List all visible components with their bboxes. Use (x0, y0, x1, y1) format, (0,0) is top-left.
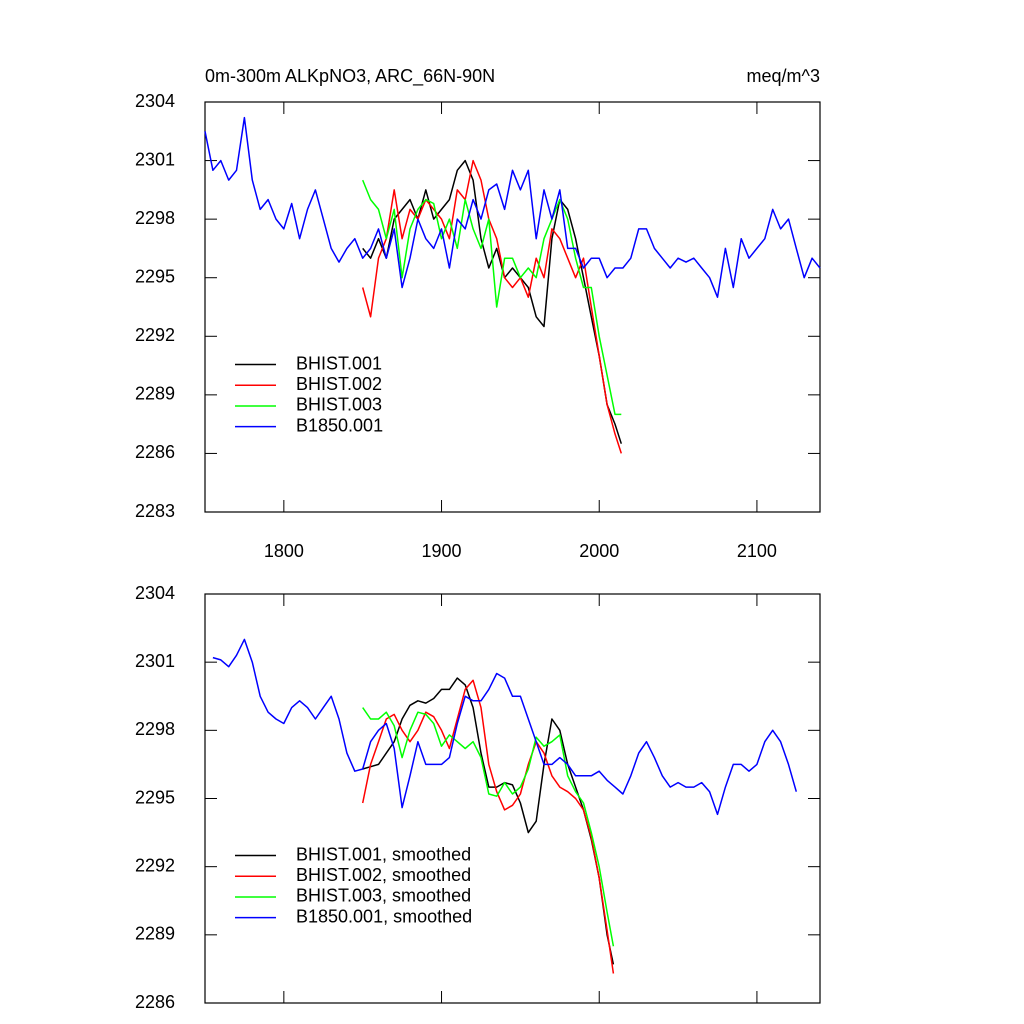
y-tick-label: 2304 (135, 583, 175, 603)
legend-label: B1850.001, smoothed (296, 906, 472, 926)
y-tick-label: 2295 (135, 266, 175, 286)
y-tick-label: 2289 (135, 924, 175, 944)
series-line (361, 679, 615, 974)
series-line (361, 159, 623, 454)
y-tick-label: 2301 (135, 651, 175, 671)
legend-label: B1850.001 (296, 415, 383, 435)
x-tick-label: 1800 (264, 541, 304, 561)
legend-label: BHIST.002, smoothed (296, 865, 471, 885)
y-tick-label: 2286 (135, 442, 175, 462)
y-tick-label: 2301 (135, 149, 175, 169)
legend-label: BHIST.003 (296, 395, 382, 415)
series-line (212, 638, 798, 816)
legend-label: BHIST.001 (296, 353, 382, 373)
series-line (362, 677, 615, 965)
y-tick-label: 2292 (135, 325, 175, 345)
units-label: meq/m^3 (747, 66, 820, 86)
y-tick-label: 2298 (135, 719, 175, 739)
series-line (362, 159, 623, 444)
y-tick-label: 2289 (135, 384, 175, 404)
series-line (362, 179, 622, 416)
legend-label: BHIST.001, smoothed (296, 844, 471, 864)
x-tick-label: 2100 (737, 541, 777, 561)
x-tick-label: 1900 (422, 541, 462, 561)
plot-frame (204, 593, 821, 1004)
y-tick-label: 2283 (135, 501, 175, 521)
y-tick-label: 2304 (135, 91, 175, 111)
y-tick-label: 2292 (135, 855, 175, 875)
plot-frame (204, 101, 821, 513)
y-tick-label: 2286 (135, 992, 175, 1012)
y-tick-label: 2298 (135, 208, 175, 228)
chart-title: 0m-300m ALKpNO3, ARC_66N-90N (205, 66, 495, 87)
x-tick-label: 2000 (579, 541, 619, 561)
legend-label: BHIST.003, smoothed (296, 886, 471, 906)
series-line (204, 116, 821, 298)
legend-label: BHIST.002 (296, 374, 382, 394)
y-tick-label: 2295 (135, 787, 175, 807)
series-line (362, 707, 615, 947)
